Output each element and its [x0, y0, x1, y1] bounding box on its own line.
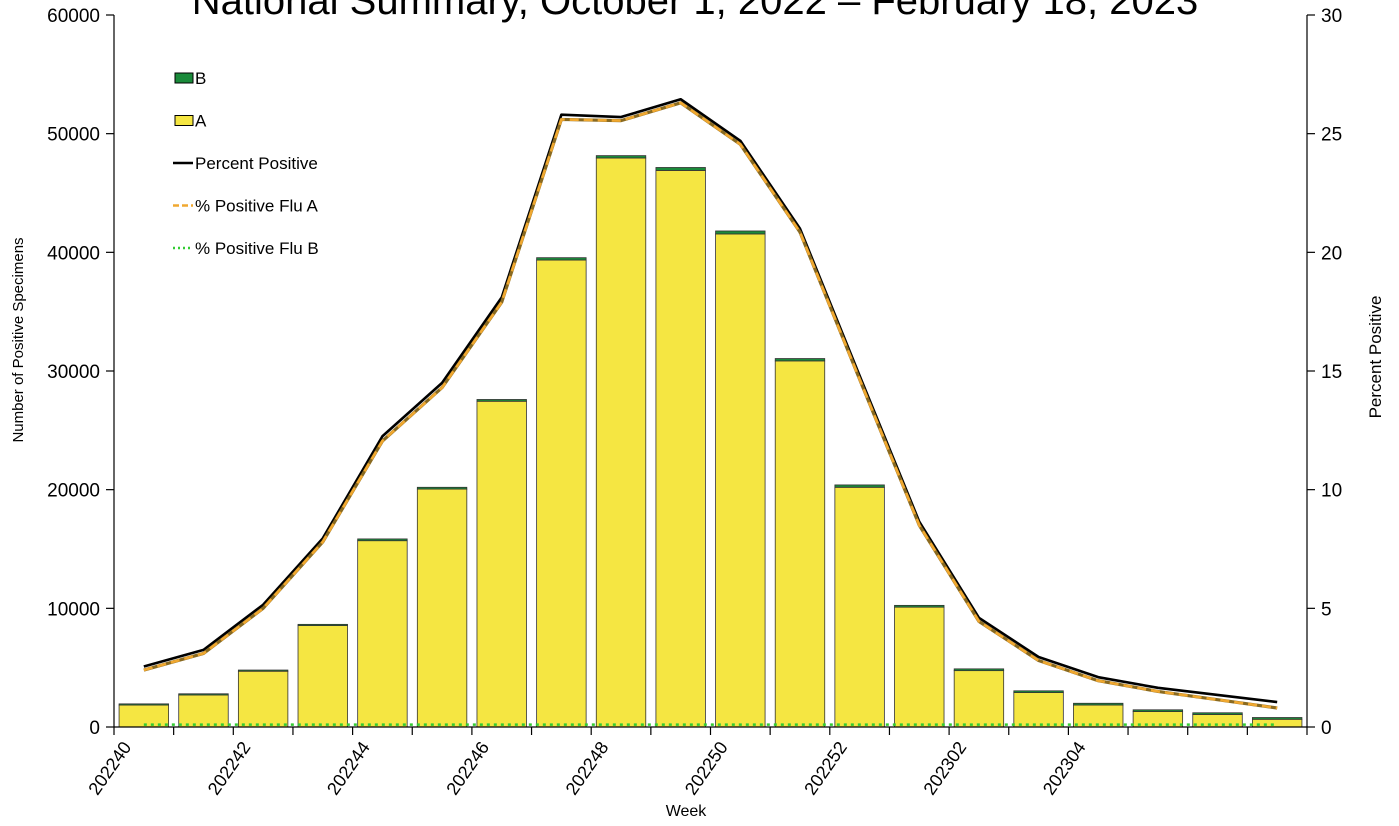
x-tick-label: 202250 [681, 738, 732, 799]
bars-layer [118, 155, 1303, 728]
bar-b-202305 [1132, 709, 1184, 712]
x-tick-label: 202248 [562, 738, 613, 799]
bar-a-202242 [237, 670, 289, 728]
bar-b-202245 [416, 486, 468, 490]
y-axis-left-label: Number of Positive Specimens [10, 237, 27, 442]
legend-label: % Positive Flu B [195, 239, 319, 258]
bar-b-202248 [595, 155, 647, 159]
y-right-tick-label: 30 [1321, 6, 1342, 27]
bar-b-202242 [237, 669, 289, 672]
bar-a-202241 [178, 694, 229, 728]
y-right-tick-label: 5 [1321, 599, 1332, 620]
legend-item: Percent Positive [173, 154, 318, 173]
bar-b-202302 [953, 668, 1005, 672]
bar-b-202244 [357, 538, 408, 542]
bar-b-202250 [715, 230, 766, 235]
bar-b-202306 [1192, 712, 1243, 715]
x-tick-label: 202304 [1039, 738, 1090, 799]
bar-a-202302 [953, 670, 1005, 728]
bar-b-202251 [774, 358, 826, 362]
x-tick-label: 202242 [204, 738, 255, 799]
y-left-tick-label: 30000 [47, 362, 100, 383]
bar-a-202301 [894, 606, 945, 728]
bar-b-202303 [1013, 690, 1064, 693]
bar-a-202248 [595, 157, 647, 728]
bar-b-202249 [655, 167, 706, 171]
line-positive-flu-a [143, 101, 1278, 710]
bar-a-202247 [536, 259, 587, 728]
bar-b-202252 [834, 484, 885, 488]
bar-b-202240 [118, 703, 169, 706]
legend-label: B [195, 69, 206, 88]
x-tick-label: 202302 [920, 738, 971, 799]
legend-label: Percent Positive [195, 154, 318, 173]
bar-a-202245 [416, 488, 468, 728]
bar-b-202243 [297, 623, 348, 626]
x-tick-label: 202246 [442, 738, 493, 799]
y-left-tick-label: 20000 [47, 481, 100, 502]
y-right-tick-label: 15 [1321, 362, 1342, 383]
x-axis-label: Week [666, 803, 708, 820]
x-tick-label: 202240 [84, 738, 135, 799]
x-tick-label: 202252 [800, 738, 851, 799]
line-underlay-flu-a [143, 101, 1278, 710]
y-right-tick-label: 25 [1321, 125, 1342, 146]
y-left-tick-label: 10000 [47, 599, 100, 620]
legend-item: % Positive Flu A [173, 197, 318, 216]
bar-a-202252 [834, 486, 885, 728]
y-right-tick-label: 20 [1321, 243, 1342, 264]
bar-b-202307 [1252, 717, 1303, 720]
legend-item: % Positive Flu B [173, 239, 319, 258]
bar-a-202303 [1013, 692, 1064, 728]
bar-a-202246 [476, 400, 527, 728]
y-right-tick-label: 10 [1321, 481, 1342, 502]
bar-a-202250 [715, 233, 766, 728]
bar-a-202307 [1252, 718, 1303, 728]
y-left-tick-label: 60000 [47, 6, 100, 27]
bar-a-202244 [357, 540, 408, 728]
bar-b-202247 [536, 257, 587, 261]
legend-swatch [174, 72, 194, 84]
y-left-tick-label: 50000 [47, 125, 100, 146]
legend: B A Percent Positive % Positive Flu A % Posi… [173, 69, 319, 258]
y-left-tick-label: 0 [89, 718, 100, 739]
line-percent-positive [143, 97, 1278, 704]
bar-b-202246 [476, 399, 527, 402]
y-left-tick-label: 40000 [47, 243, 100, 264]
legend-swatch [174, 115, 194, 126]
x-tick-label: 202244 [323, 738, 374, 799]
bar-b-202304 [1073, 702, 1124, 706]
bar-a-202251 [774, 360, 826, 728]
legend-item: A [174, 112, 207, 131]
legend-label: % Positive Flu A [195, 197, 318, 216]
chart-title: National Summary, October 1, 2022 – Febr… [192, 0, 1198, 23]
y-right-tick-label: 0 [1321, 718, 1332, 739]
legend-label: A [195, 112, 207, 131]
bar-b-202241 [178, 693, 229, 696]
y-axis-right-label: Percent Positive [1366, 296, 1385, 419]
bar-a-202249 [655, 170, 706, 728]
bar-b-202301 [894, 604, 945, 608]
lines-layer [143, 97, 1278, 726]
bar-a-202243 [297, 625, 348, 728]
legend-item: B [174, 69, 206, 88]
